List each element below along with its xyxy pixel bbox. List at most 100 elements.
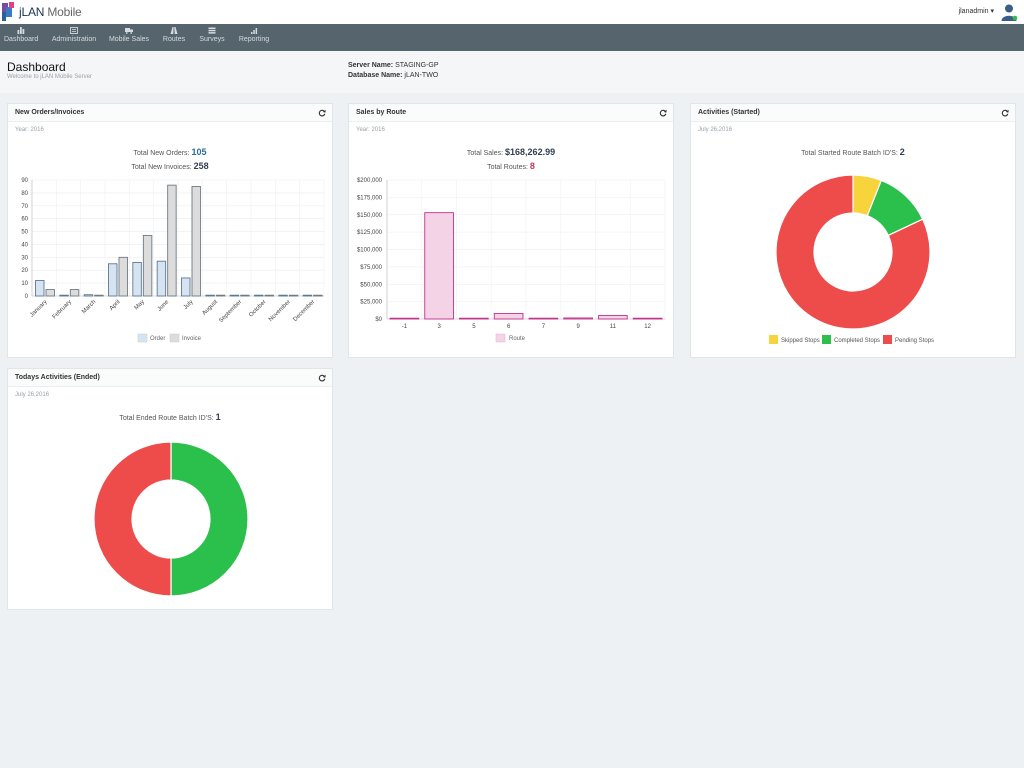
bar-invoice[interactable] [118,256,128,297]
database-name-label: Database Name: [348,71,403,79]
refresh-icon[interactable] [318,374,326,382]
x-tick-label: 7 [542,324,546,330]
nav-administration[interactable]: Administration [51,24,97,51]
bar-route[interactable] [563,317,593,320]
bar-chart-icon [17,27,25,34]
top-bar: jLAN Mobile jlanadmin ▾ [0,0,1024,24]
refresh-icon[interactable] [318,109,326,117]
refresh-icon[interactable] [1001,109,1009,117]
bar-invoice[interactable] [215,294,226,297]
pie-slice-pending-stops[interactable] [775,174,931,330]
nav-label: Administration [51,36,97,43]
bar-order[interactable] [35,280,45,297]
bar-route[interactable] [528,317,559,320]
bar-route[interactable] [389,317,420,320]
bar-invoice[interactable] [69,289,80,297]
bar-invoice[interactable] [240,294,250,297]
x-tick-label: January [29,299,48,318]
y-tick-label: 0 [25,294,29,300]
today-activities-panel: Todays Activities (Ended) July 26,2016 T… [7,368,333,610]
panel-title: New Orders/Invoices [15,109,85,116]
bar-invoice[interactable] [264,294,274,297]
bar-order[interactable] [181,277,191,297]
bar-route[interactable] [493,312,524,320]
page-subtitle: Welcome to jLAN Mobile Server [7,74,92,80]
legend-swatch [822,335,831,344]
x-tick-label: July [183,299,195,311]
orders-invoices-chart: 0 10 20 30 40 50 60 70 80 90 January February March A… [21,178,325,343]
nav-surveys[interactable]: Surveys [198,24,226,51]
total-sales-label: Total Sales: [466,150,504,157]
panel-meta: July 26,2016 [15,392,50,398]
y-tick-label: 50 [21,230,28,236]
legend-label: Skipped Stops [781,338,820,344]
app-logo[interactable]: jLAN Mobile [2,2,82,21]
pie-slice-completed-stops[interactable] [170,441,249,597]
sales-panel: Sales by Route Year: 2016 Total Sales: $… [348,103,674,358]
bar-order[interactable] [229,294,240,297]
nav-reporting[interactable]: Reporting [237,24,271,51]
bar-order[interactable] [278,294,288,297]
bar-invoice[interactable] [167,184,177,297]
page-title: Dashboard [7,60,66,74]
y-tick-label: $75,000 [360,265,382,271]
total-started-value: 2 [899,147,905,157]
server-info: Server Name: STAGING-GP Database Name: j… [348,61,439,80]
total-orders-value: 105 [191,147,207,157]
bar-route[interactable] [424,212,454,320]
checklist-icon [208,27,216,34]
y-tick-label: $175,000 [357,195,383,201]
total-orders-stat: Total New Orders: 105 [8,147,332,157]
x-tick-label: December [292,299,316,323]
panel-title: Activities (Started) [698,109,760,116]
bar-route[interactable] [598,315,628,320]
bar-order[interactable] [302,294,313,297]
nav-dashboard[interactable]: Dashboard [4,24,38,51]
bar-invoice[interactable] [142,234,153,297]
user-name: jlanadmin [958,8,989,15]
total-orders-label: Total New Orders: [133,150,190,157]
orders-panel: New Orders/Invoices Year: 2016 Total New… [7,103,333,358]
nav-routes[interactable]: Routes [161,24,187,51]
y-tick-label: 60 [21,217,28,223]
total-invoices-value: 258 [193,161,209,171]
bar-invoice[interactable] [288,294,299,297]
panel-header: Sales by Route [349,104,673,122]
x-tick-label: October [248,299,267,318]
server-name-value: STAGING-GP [395,62,439,69]
legend-label: Invoice [182,336,202,342]
bar-invoice[interactable] [94,294,104,297]
bar-order[interactable] [254,294,264,297]
nav-label: Routes [162,36,186,43]
signal-icon [251,28,258,34]
bar-order[interactable] [132,262,142,297]
bar-order[interactable] [205,294,215,297]
caret-down-icon: ▾ [988,8,994,15]
bar-route[interactable] [632,317,663,320]
y-tick-label: 30 [21,255,28,261]
refresh-icon[interactable] [659,109,667,117]
total-invoices-label: Total New Invoices: [131,164,192,171]
user-avatar-icon[interactable] [1000,3,1018,21]
bar-order[interactable] [156,260,167,297]
legend-label: Completed Stops [834,338,880,344]
y-tick-label: $25,000 [360,300,382,306]
total-ended-stat: Total Ended Route Batch ID'S: 1 [8,412,332,422]
bar-route[interactable] [459,317,489,320]
bar-order[interactable] [108,263,118,297]
bar-order[interactable] [83,294,94,297]
total-ended-label: Total Ended Route Batch ID'S: [119,415,214,422]
page-header: Dashboard Welcome to jLAN Mobile Server … [0,51,1024,93]
x-tick-label: 5 [472,324,476,330]
bar-order[interactable] [59,294,69,297]
total-routes-stat: Total Routes: 8 [349,161,673,171]
main-nav: Dashboard Administration Mobile Sales Ro… [0,24,1024,51]
bar-invoice[interactable] [313,294,323,297]
sales-by-route-chart: $0 $25,000 $50,000 $75,000 $100,000 $125,000 $… [357,178,666,343]
pie-slice-pending-stops[interactable] [93,441,172,597]
user-menu[interactable]: jlanadmin ▾ [959,7,994,15]
bar-invoice[interactable] [191,185,201,297]
nav-mobile-sales[interactable]: Mobile Sales [108,24,150,51]
bar-invoice[interactable] [45,289,55,297]
y-tick-label: 70 [21,204,28,210]
